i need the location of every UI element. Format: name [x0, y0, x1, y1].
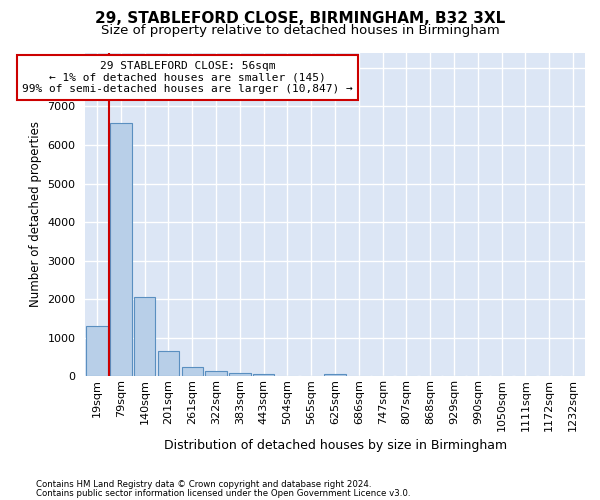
Bar	[110, 124, 131, 376]
Bar	[205, 372, 227, 376]
Bar	[134, 296, 155, 376]
Bar	[325, 374, 346, 376]
Bar	[86, 326, 108, 376]
Bar	[229, 373, 251, 376]
Bar	[158, 352, 179, 376]
Text: 29 STABLEFORD CLOSE: 56sqm
← 1% of detached houses are smaller (145)
99% of semi: 29 STABLEFORD CLOSE: 56sqm ← 1% of detac…	[22, 61, 353, 94]
Bar	[182, 366, 203, 376]
X-axis label: Distribution of detached houses by size in Birmingham: Distribution of detached houses by size …	[164, 440, 506, 452]
Bar	[253, 374, 274, 376]
Text: Contains HM Land Registry data © Crown copyright and database right 2024.: Contains HM Land Registry data © Crown c…	[36, 480, 371, 489]
Text: Contains public sector information licensed under the Open Government Licence v3: Contains public sector information licen…	[36, 489, 410, 498]
Y-axis label: Number of detached properties: Number of detached properties	[29, 122, 42, 308]
Text: 29, STABLEFORD CLOSE, BIRMINGHAM, B32 3XL: 29, STABLEFORD CLOSE, BIRMINGHAM, B32 3X…	[95, 11, 505, 26]
Text: Size of property relative to detached houses in Birmingham: Size of property relative to detached ho…	[101, 24, 499, 37]
